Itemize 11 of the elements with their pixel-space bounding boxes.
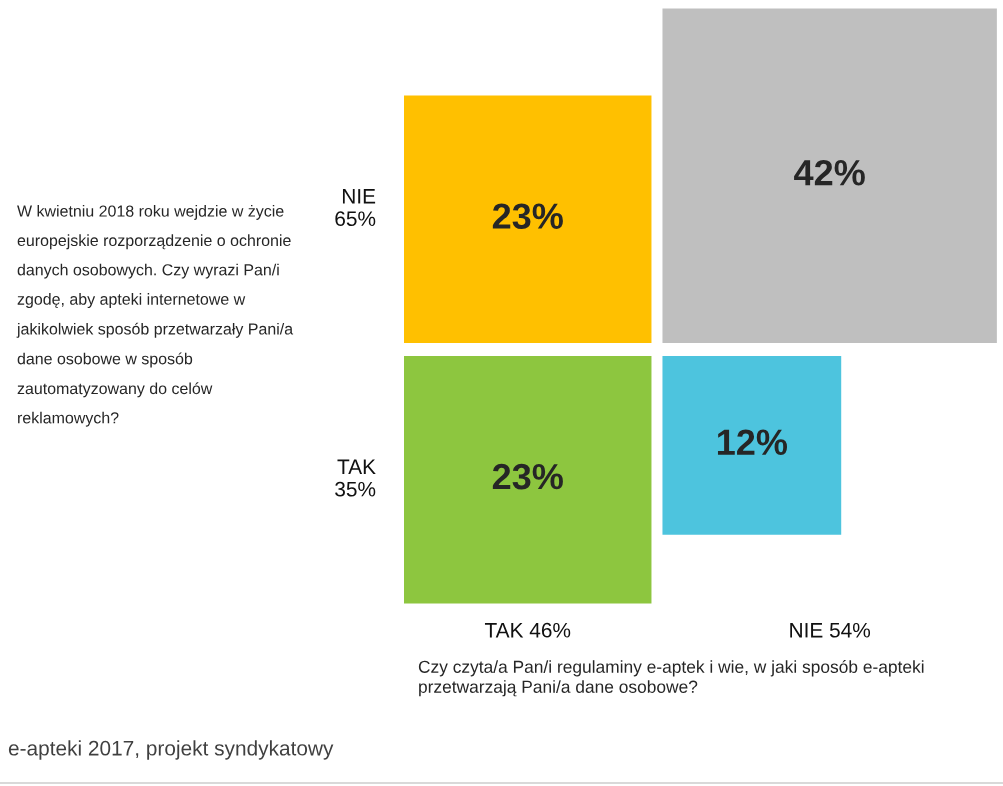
data-label: 12% bbox=[717, 429, 788, 455]
data-label: 23% bbox=[492, 463, 563, 490]
text: Czy czyta/a Pan/i regulaminy e-aptek i wie, w jaki sposób e-apteki przetwarzają Pani/a dane osobowe? bbox=[418, 660, 924, 697]
series-label: NIE 65% bbox=[335, 189, 376, 227]
data-label: 23% bbox=[492, 203, 563, 230]
data-label: 42% bbox=[794, 159, 865, 186]
text: W kwietniu 2018 roku wejdzie w życie europejskie rozporządzenie o ochronie danych osobowych. Czy wyrazi Pan/i zgodę, aby apteki internetowe w jakikolwiek sposób przetwarzały Pani/a dane osobowe w sposób zautomatyzowany do celów reklamowych? bbox=[16, 205, 294, 427]
series-label: TAK 35% bbox=[335, 459, 376, 497]
category-label: TAK 46% bbox=[484, 622, 571, 638]
text: e-apteki 2017, projekt syndykatowy bbox=[8, 740, 334, 760]
category-label: NIE 54% bbox=[790, 622, 871, 638]
